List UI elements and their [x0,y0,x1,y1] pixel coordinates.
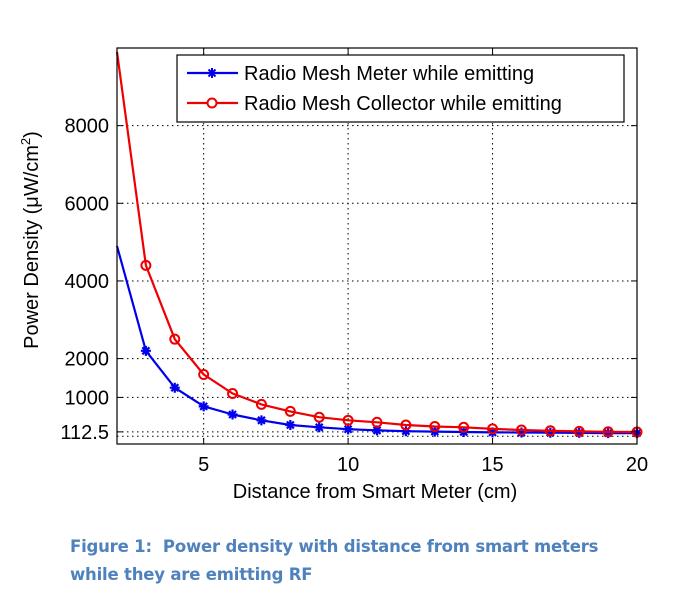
y-tick-label: 1000 [65,387,110,409]
data-point-circle [371,416,383,428]
legend-label-collector: Radio Mesh Collector while emitting [244,93,562,115]
data-point-circle [140,259,152,271]
y-tick-label: 8000 [65,116,110,138]
legend-item-meter: Radio Mesh Meter while emitting [187,63,534,85]
y-axis-title-close: ) [21,131,43,138]
data-point-star [256,415,267,426]
legend: Radio Mesh Meter while emitting Radio Me… [176,54,625,123]
y-axis-title-superscript: 2 [18,138,33,145]
data-point-circle [429,421,441,433]
data-point-star [140,345,151,356]
y-tick-label: 6000 [65,193,110,215]
data-point-circle [255,398,267,410]
data-point-circle [573,425,585,437]
power-density-chart: 112.5 1000 2000 4000 6000 8000 5 10 15 20 Distan… [18,47,648,503]
data-point-circle [198,369,210,381]
data-point-circle [515,424,527,436]
data-point-star [545,427,556,438]
data-series [115,51,643,439]
data-point-circle [602,426,614,438]
data-point-star [343,424,354,435]
data-point-star [169,382,180,393]
data-point-star [603,428,614,439]
data-point-star [198,401,209,412]
data-point-circle [313,411,325,423]
x-tick-label: 10 [337,454,359,476]
data-point-star [516,427,527,438]
series-meter [115,245,642,439]
series-collector [115,51,643,438]
legend-box [176,54,625,123]
caption-line-1: Figure 1: Power density with distance fr… [70,537,599,556]
legend-label-meter: Radio Mesh Meter while emitting [244,63,534,85]
x-tick-label: 20 [626,454,648,476]
x-axis-title: Distance from Smart Meter (cm) [233,481,517,503]
y-tick-label: 4000 [65,271,110,293]
data-point-star [372,425,382,436]
data-point-circle [544,425,556,437]
data-point-circle [400,419,412,431]
x-tick-label: 5 [198,454,209,476]
data-point-star [314,422,325,433]
data-point-star [400,426,411,437]
series-line [115,51,638,434]
data-point-circle [169,333,181,345]
y-axis-title-main: Power Density ( [21,207,43,348]
y-tick-label: 112.5 [60,422,109,444]
legend-marker-star-icon [207,68,217,78]
figure-caption: Figure 1: Power density with distance fr… [70,533,670,589]
data-point-circle [342,414,354,426]
x-tick-label: 15 [481,454,503,476]
data-point-star [227,409,238,420]
data-point-circle [458,421,470,433]
x-tick-labels: 5 10 15 20 [198,454,648,476]
y-tick-labels: 112.5 1000 2000 4000 6000 8000 [60,116,109,444]
data-point-star [574,427,585,438]
data-point-circle [227,388,239,400]
data-point-star [487,427,498,438]
caption-line-2: while they are emitting RF [70,565,313,584]
y-axis-title: Power Density (μW/cm2) [18,131,43,349]
axis-ticks [117,48,638,444]
y-tick-label: 2000 [65,349,110,371]
legend-item-collector: Radio Mesh Collector while emitting [187,93,562,115]
axes-box [116,47,638,445]
y-axis-title-unit: μW/cm [21,145,43,208]
series-line [115,245,637,435]
data-point-circle [284,405,296,417]
data-point-circle [487,423,499,435]
data-point-star [285,419,296,430]
legend-marker-circle-icon [206,97,218,109]
